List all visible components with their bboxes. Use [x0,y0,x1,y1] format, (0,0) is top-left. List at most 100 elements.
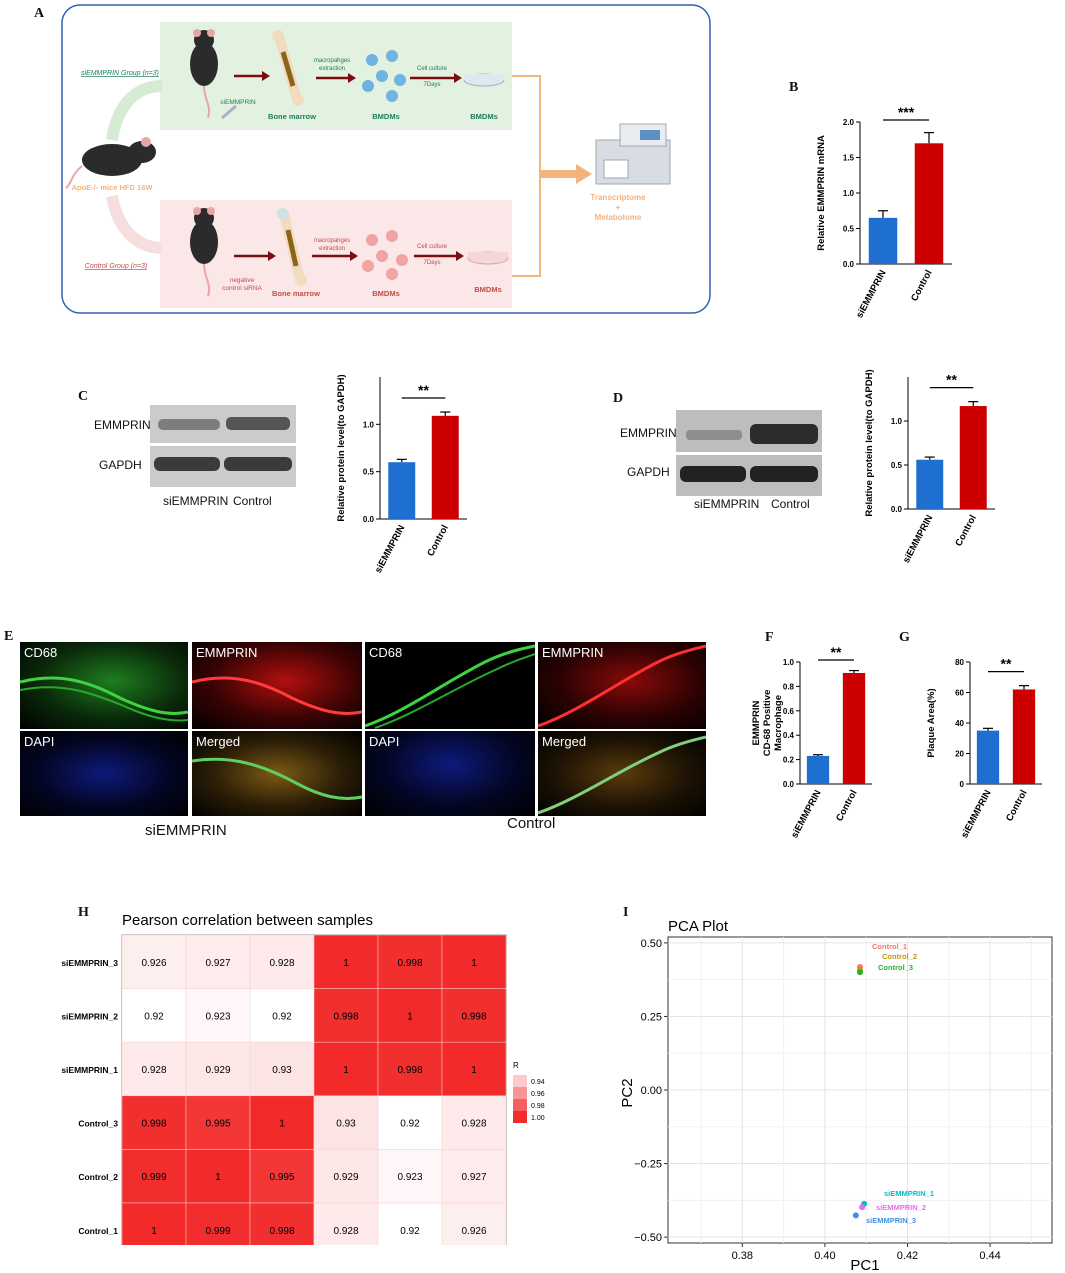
heatmap-value: 0.92 [144,1011,164,1022]
y-tick-label: 0.00 [641,1085,662,1097]
bmdms-label-top-1: BMDMs [372,112,400,121]
schematic-frame [61,4,711,314]
heatmap-cell [185,1095,251,1150]
pca-ylabel: PC2 [620,1078,636,1107]
significance-label: ** [831,644,842,660]
syringe-icon [221,104,237,120]
y-tick-label: 40 [955,719,964,728]
heatmap-cell [249,1149,315,1204]
heatmap-cell [121,1149,187,1204]
western-c-lane2: Control [233,494,272,508]
output-line2: + [616,203,621,212]
x-tick-label: siEMMPRIN [854,268,889,320]
heatmap-y-label: siEMMPRIN_3 [61,958,118,968]
western-d-lane2: Control [771,497,810,511]
pca-point [857,969,863,976]
legend-swatch [513,1087,527,1099]
x-tick-label: siEMMPRIN [901,513,936,565]
heatmap-value: 0.92 [400,1119,420,1130]
heatmap-value: 1 [151,1226,157,1237]
heatmap-value: 0.927 [461,1172,486,1183]
si-group-panel [160,22,512,130]
bmdms-label-bottom-2: BMDMs [474,285,502,294]
heatmap-value: 0.92 [400,1226,420,1237]
heatmap-cell [377,1095,443,1150]
caption-dapi-left: DAPI [24,734,55,749]
heatmap-value: 0.995 [269,1172,294,1183]
legend-label: 1.00 [531,1115,545,1122]
panel-label-h: H [78,905,89,920]
bar-chart-d: 0.0 0.5 1.0 Relative protein level(to GAPDH… [864,369,995,565]
x-tick-label: 0.42 [897,1250,918,1262]
heatmap-legend-title: R [513,1061,519,1070]
heatmap-cell [249,1095,315,1150]
y-axis-label: Relative protein level(to GAPDH) [336,374,347,521]
extraction-bottom-line2: extraction [319,246,345,252]
heatmap-cell [121,1202,187,1245]
panel-label-f: F [765,630,774,645]
control-injection-line2: control siRNA [222,285,262,292]
panel-label-c: C [78,389,89,404]
image-cd68-siemmprin: CD68 [20,642,188,729]
macrophage-cells-icon-2 [362,230,408,280]
heatmap-cell [377,934,443,989]
significance-label: ** [1001,656,1012,672]
heatmap-value: 0.998 [397,958,422,969]
significance-label: *** [898,104,915,120]
heatmap-value: 0.927 [205,958,230,969]
y-tick-label: 0.2 [783,756,795,765]
heatmap-value: 1 [471,958,477,969]
heatmap-value: 0.93 [336,1119,356,1130]
image-cd68-control: CD68 [365,642,535,729]
heatmap-value: 0.93 [272,1065,292,1076]
control-injection-line1: negative [230,277,255,284]
heatmap-cell [185,934,251,989]
heatmap-value: 0.923 [397,1172,422,1183]
legend-swatch [513,1075,527,1087]
y-tick-label: 2.0 [843,118,855,127]
heatmap-value: 0.998 [461,1011,486,1022]
bar [976,730,1000,784]
panel-label-b: B [789,80,799,95]
y-tick-label: 0.4 [783,731,795,740]
heatmap-value: 1 [279,1119,285,1130]
bar [868,217,898,264]
heatmap-value: 0.926 [461,1226,486,1237]
heatmap-value: 0.929 [333,1172,358,1183]
image-dapi-siemmprin: DAPI [20,731,188,816]
bar-chart-c: 0.0 0.5 1.0 Relative protein level(to GAPDH… [336,374,467,575]
caption-cd68-left: CD68 [24,645,58,660]
y-axis-label: Macrophage [773,695,784,751]
culture-bottom-line1: Cell culture [417,244,448,250]
panel-label-i: I [623,905,629,920]
culture-top-line1: Cell culture [417,66,448,72]
image-dapi-control: DAPI [365,731,535,816]
heatmap-value: 0.998 [333,1011,358,1022]
output-line3: Metabolome [595,213,642,222]
western-c-loading-label: GAPDH [99,458,142,472]
si-injection-label: siEMMPRIN [220,99,256,106]
y-tick-label: 0.5 [363,468,375,477]
bar [806,755,830,784]
heatmap-cell [441,934,507,989]
y-tick-label: 1.5 [843,154,855,163]
pca-title: PCA Plot [668,918,729,935]
culture-dish-icon-2 [467,251,509,265]
heatmap-value: 1 [215,1172,221,1183]
western-d-lane1: siEMMPRIN [694,497,760,511]
x-tick-label: Control [834,788,860,823]
x-tick-label: siEMMPRIN [959,788,994,840]
bar [388,462,416,519]
heatmap-value: 0.929 [205,1065,230,1076]
y-axis-label: Plaque Area(%) [926,688,937,757]
culture-dish-icon [463,73,505,87]
x-tick-label: Control [953,513,979,548]
bar [916,459,944,509]
legend-label: 0.94 [531,1079,545,1086]
x-tick-label: Control [1004,788,1030,823]
mouse-model-label: ApoE-/- mice HFD 16W [72,183,154,192]
heatmap-value: 0.92 [272,1011,292,1022]
x-tick-label: siEMMPRIN [789,788,824,840]
heatmap-value: 0.926 [141,958,166,969]
y-tick-label: 0.50 [641,938,662,950]
